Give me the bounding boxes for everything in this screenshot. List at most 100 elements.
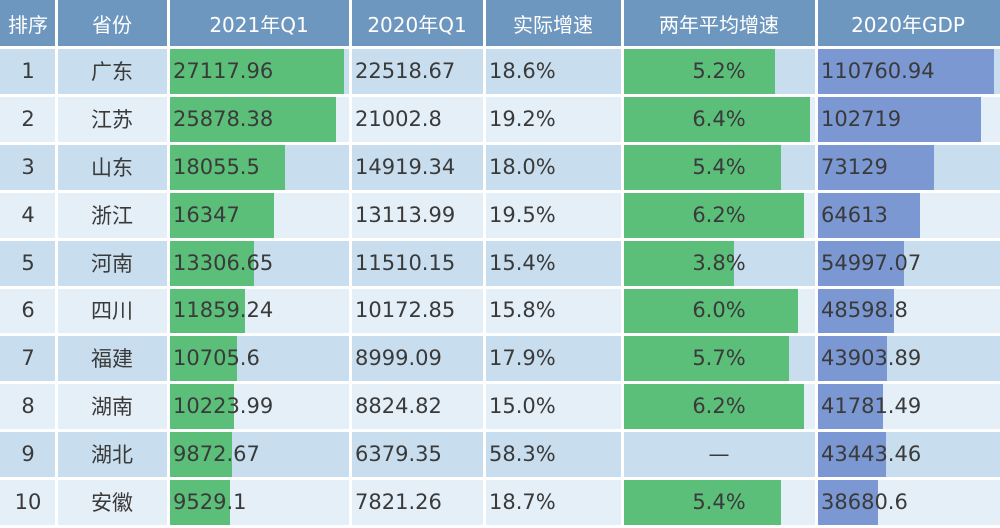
cell-value: 22518.67 (355, 58, 456, 83)
cell-value: 8999.09 (355, 346, 442, 371)
row-divider (0, 189, 1000, 193)
row-divider (0, 93, 1000, 97)
cell-value: 13113.99 (355, 202, 456, 227)
cell-avg-growth: 3.8% (622, 238, 816, 287)
cell-gdp-2020: 102719 (816, 94, 1000, 143)
data-bar (622, 334, 789, 383)
data-bar (816, 334, 887, 383)
data-bar (622, 382, 804, 431)
data-bar (168, 142, 285, 191)
column-header: 省份 (56, 0, 168, 47)
cell-gdp-2020: 41781.49 (816, 382, 1000, 431)
data-bar (816, 47, 994, 95)
cell-province: 湖南 (56, 382, 168, 430)
cell-value: 5.4% (692, 490, 746, 515)
cell-q1-2020: 6379.35 (350, 430, 484, 478)
cell-gdp-2020: 110760.94 (816, 47, 1000, 95)
table-row: 5 河南 13306.65 11510.15 15.4% 3.8% 54997.07 (0, 238, 1000, 287)
cell-value: 16347 (173, 202, 240, 227)
cell-province: 湖北 (56, 430, 168, 478)
column-header: 排序 (0, 0, 56, 47)
data-bar (622, 190, 804, 239)
cell-value: 25878.38 (173, 106, 274, 131)
table-row: 6 四川 11859.24 10172.85 15.8% 6.0% 48598.8 (0, 286, 1000, 335)
column-header: 实际增速 (484, 0, 622, 47)
data-bar (168, 430, 232, 479)
data-bar (622, 286, 798, 335)
cell-gdp-2020: 73129 (816, 142, 1000, 191)
table-row: 9 湖北 9872.67 6379.35 58.3% — 43443.46 (0, 430, 1000, 479)
row-divider (0, 477, 1000, 481)
cell-value: 6.0% (692, 298, 746, 323)
cell-rank: 9 (0, 430, 56, 478)
data-bar (622, 142, 781, 191)
cell-province: 江苏 (56, 95, 168, 143)
cell-q1-2021: 11859.24 (168, 286, 350, 335)
cell-avg-growth: 6.4% (622, 94, 816, 143)
cell-rank: 10 (0, 478, 56, 526)
cell-value: 7821.26 (355, 490, 442, 515)
cell-value: 19.5% (489, 202, 556, 227)
data-bar (622, 47, 775, 95)
cell-q1-2020: 8999.09 (350, 334, 484, 382)
cell-gdp-2020: 38680.6 (816, 478, 1000, 526)
cell-growth: 18.6% (484, 47, 622, 95)
column-divider (167, 0, 170, 526)
cell-q1-2020: 7821.26 (350, 478, 484, 526)
cell-growth: 58.3% (484, 430, 622, 478)
cell-growth: 18.0% (484, 143, 622, 191)
column-header: 2020年Q1 (350, 0, 484, 47)
cell-gdp-2020: 64613 (816, 190, 1000, 239)
cell-value: 73129 (821, 154, 888, 179)
data-bar (816, 286, 894, 335)
column-divider (815, 0, 818, 526)
cell-rank: 2 (0, 95, 56, 143)
data-bar (168, 334, 237, 383)
cell-avg-growth: 5.4% (622, 142, 816, 191)
row-divider (0, 285, 1000, 289)
cell-value: 10223.99 (173, 394, 274, 419)
cell-value: 58.3% (489, 442, 556, 467)
cell-province: 安徽 (56, 478, 168, 526)
column-divider (621, 0, 624, 526)
row-divider (0, 333, 1000, 337)
cell-value: 102719 (821, 106, 902, 131)
cell-value: 54997.07 (821, 250, 922, 275)
cell-value: 5.7% (692, 346, 746, 371)
data-bar (622, 238, 734, 287)
cell-q1-2021: 16347 (168, 190, 350, 239)
cell-value: 10 (14, 490, 42, 515)
cell-province: 四川 (56, 287, 168, 335)
cell-value: — (708, 442, 730, 467)
cell-avg-growth: 5.4% (622, 478, 816, 526)
cell-growth: 15.0% (484, 382, 622, 430)
data-bar (168, 47, 344, 95)
cell-q1-2020: 13113.99 (350, 191, 484, 239)
cell-value: 6379.35 (355, 442, 442, 467)
cell-growth: 15.8% (484, 287, 622, 335)
cell-value: 43443.46 (821, 442, 922, 467)
cell-growth: 17.9% (484, 334, 622, 382)
data-bar (622, 478, 781, 526)
data-bar (168, 286, 245, 335)
cell-q1-2021: 9872.67 (168, 430, 350, 479)
cell-value: 11859.24 (173, 298, 274, 323)
cell-value: 山东 (91, 155, 133, 180)
cell-value: 福建 (91, 347, 133, 372)
cell-avg-growth: 6.0% (622, 286, 816, 335)
cell-value: 10172.85 (355, 298, 456, 323)
cell-value: 13306.65 (173, 250, 274, 275)
column-divider (483, 0, 486, 526)
cell-q1-2020: 8824.82 (350, 382, 484, 430)
cell-value: 15.0% (489, 394, 556, 419)
cell-value: 18.0% (489, 154, 556, 179)
cell-growth: 18.7% (484, 478, 622, 526)
cell-value: 9529.1 (173, 490, 247, 515)
table-row: 3 山东 18055.5 14919.34 18.0% 5.4% 73129 (0, 142, 1000, 191)
data-bar (168, 382, 234, 431)
cell-value: 5.4% (692, 154, 746, 179)
cell-q1-2020: 22518.67 (350, 47, 484, 95)
cell-province: 广东 (56, 47, 168, 95)
data-bar (816, 190, 920, 239)
cell-value: 四川 (91, 299, 133, 324)
